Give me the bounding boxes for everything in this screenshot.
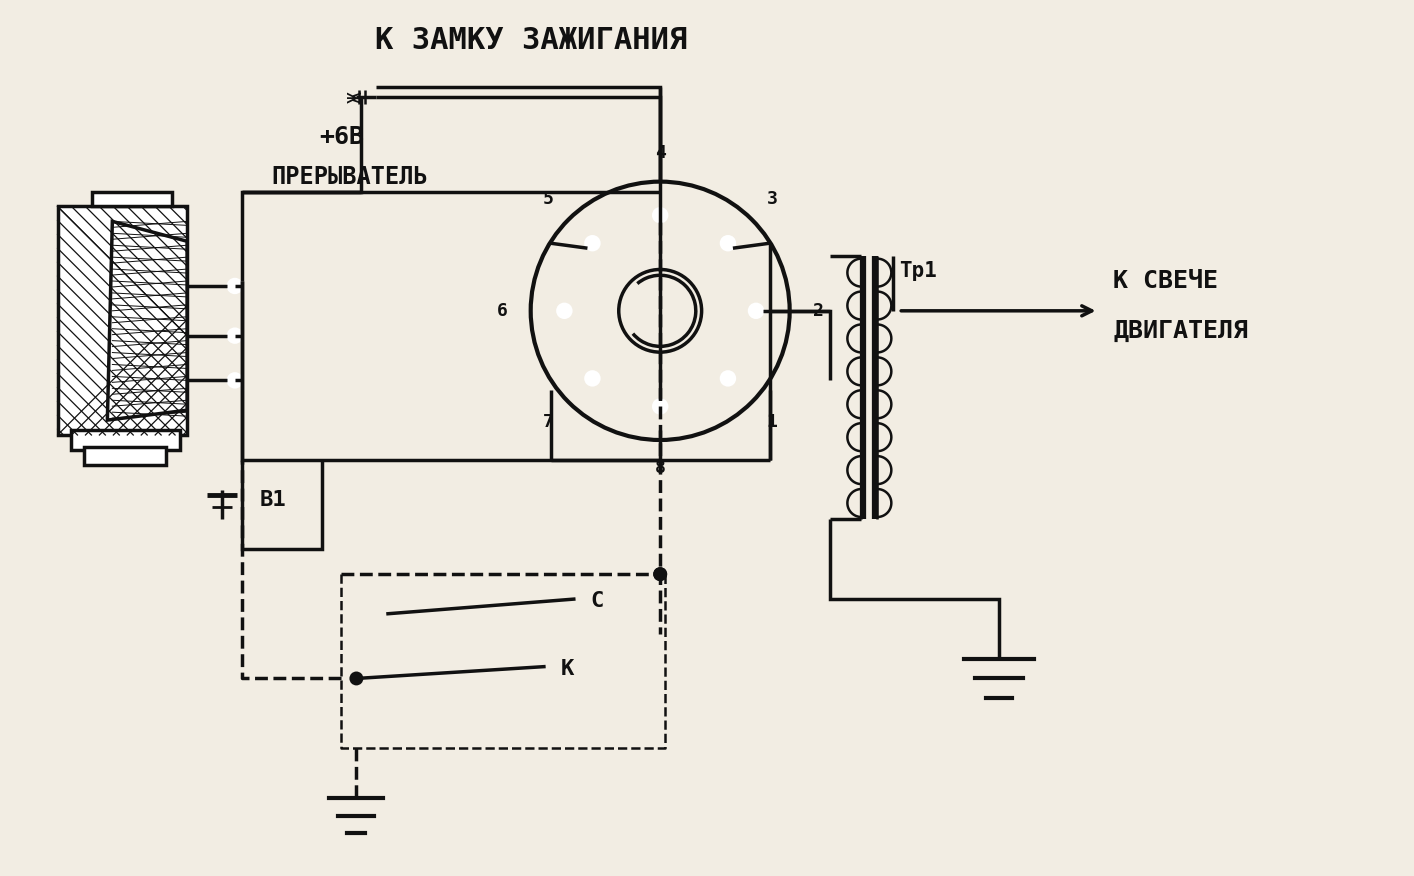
Circle shape <box>228 373 242 387</box>
Text: 2: 2 <box>813 302 823 320</box>
Text: Ж: Ж <box>346 91 366 103</box>
Bar <box>58 207 187 435</box>
Circle shape <box>557 304 571 318</box>
Text: К ЗАМКУ ЗАЖИГАНИЯ: К ЗАМКУ ЗАЖИГАНИЯ <box>375 26 687 55</box>
Text: 5: 5 <box>543 190 554 208</box>
Text: ПРЕРЫВАТЕЛЬ: ПРЕРЫВАТЕЛЬ <box>271 165 428 188</box>
Text: К: К <box>560 659 574 679</box>
Text: 1: 1 <box>766 413 778 431</box>
Polygon shape <box>107 222 187 420</box>
Text: 4: 4 <box>655 145 666 162</box>
Bar <box>71 430 180 450</box>
Text: 3: 3 <box>766 190 778 208</box>
Circle shape <box>653 399 667 413</box>
Text: Тр1: Тр1 <box>899 261 937 281</box>
Circle shape <box>585 371 600 385</box>
Circle shape <box>585 237 600 251</box>
Circle shape <box>228 279 242 293</box>
Circle shape <box>653 567 667 581</box>
Text: В1: В1 <box>260 490 287 510</box>
Circle shape <box>228 328 242 343</box>
Circle shape <box>653 567 667 581</box>
Text: К СВЕЧЕ: К СВЕЧЕ <box>1113 269 1219 293</box>
Text: 8: 8 <box>655 459 666 477</box>
Circle shape <box>749 304 764 318</box>
Text: ДВИГАТЕЛЯ: ДВИГАТЕЛЯ <box>1113 319 1249 343</box>
Circle shape <box>721 237 735 251</box>
Circle shape <box>721 371 735 385</box>
Bar <box>92 192 173 207</box>
Text: С: С <box>591 591 604 611</box>
Bar <box>85 447 165 465</box>
Circle shape <box>653 208 667 223</box>
Text: 7: 7 <box>543 413 554 431</box>
Circle shape <box>349 672 363 685</box>
Text: +6В: +6В <box>320 125 363 149</box>
Text: 6: 6 <box>496 302 508 320</box>
